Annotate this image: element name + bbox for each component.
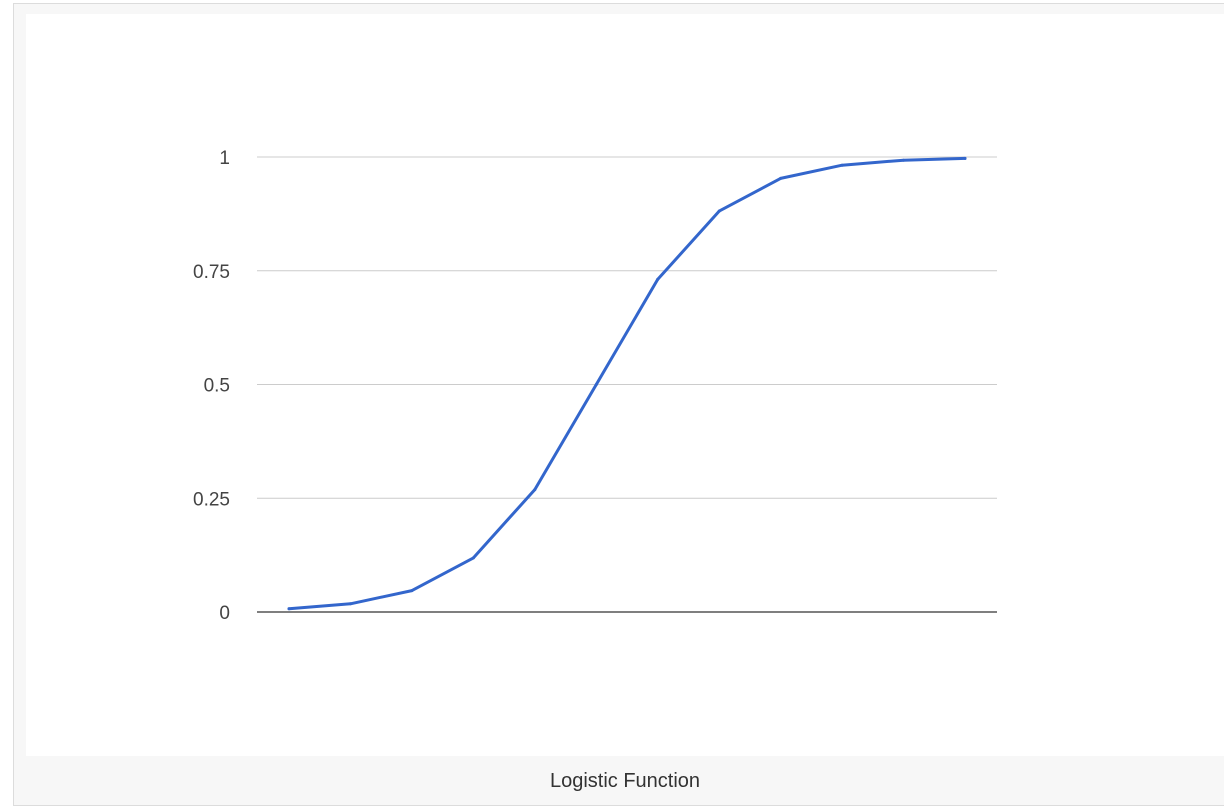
series-line bbox=[287, 156, 967, 611]
data-point bbox=[779, 176, 783, 180]
y-tick-label: 0.25 bbox=[193, 489, 230, 510]
data-point bbox=[656, 277, 660, 281]
chart-caption: Logistic Function bbox=[549, 770, 701, 792]
series-layer bbox=[287, 156, 967, 611]
data-point bbox=[594, 383, 598, 386]
data-point bbox=[963, 156, 967, 160]
data-point bbox=[410, 589, 414, 593]
data-point bbox=[717, 209, 721, 213]
data-point bbox=[840, 163, 844, 167]
data-point bbox=[902, 158, 905, 162]
data-point bbox=[533, 488, 537, 492]
y-axis-labels: 0 0.25 0.5 0.75 1 bbox=[193, 148, 230, 624]
y-tick-label: 0 bbox=[219, 603, 230, 624]
grid-lines bbox=[257, 156, 997, 613]
data-point bbox=[349, 602, 352, 606]
data-point bbox=[471, 556, 475, 560]
y-tick-label: 1 bbox=[219, 148, 230, 169]
y-tick-label: 0.75 bbox=[193, 262, 230, 283]
y-tick-label: 0.5 bbox=[204, 376, 230, 397]
data-point bbox=[287, 607, 291, 611]
